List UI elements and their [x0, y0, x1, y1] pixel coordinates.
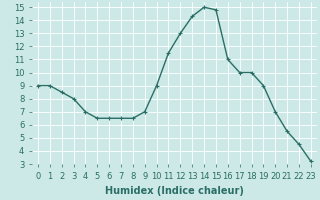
X-axis label: Humidex (Indice chaleur): Humidex (Indice chaleur) [105, 186, 244, 196]
